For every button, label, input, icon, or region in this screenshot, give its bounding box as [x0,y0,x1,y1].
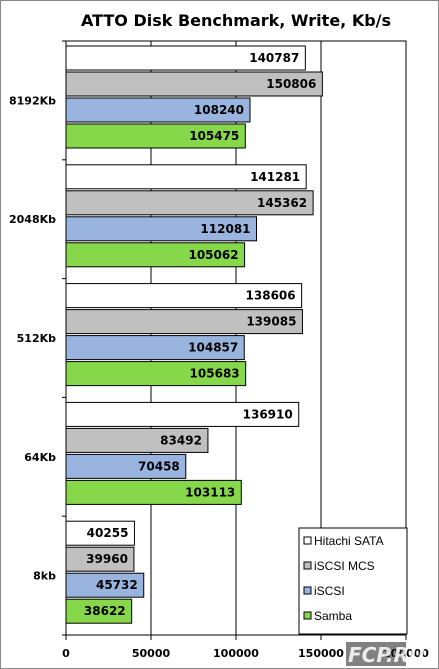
bar-value-label: 150806 [266,77,316,91]
bar [65,479,242,505]
bar-value-label: 39960 [86,552,128,566]
category-label: 512Kb [17,332,56,345]
bar [65,453,187,479]
bar-value-label: 108240 [194,103,244,117]
legend-swatch [303,561,312,570]
bar-value-label: 38622 [84,604,126,618]
watermark-text: FCP.RU [348,643,425,667]
legend-swatch [303,536,312,545]
bar [65,71,323,97]
bar [65,598,133,624]
category-label: 64Kb [24,451,56,464]
bar [65,216,258,242]
bar [65,242,246,268]
legend-swatch [303,586,312,595]
category-label: 8192Kb [9,94,56,107]
chart-title: ATTO Disk Benchmark, Write, Kb/s [81,11,391,30]
x-tick-label: 0 [62,647,70,660]
bar-value-label: 112081 [200,222,250,236]
bar [65,427,209,453]
bars [65,45,323,624]
bar [65,123,246,149]
legend-label: Samba [314,609,352,623]
bar-value-label: 40255 [87,526,129,540]
value-labels: 140787 150806 108240 105475 141281 145362 1120… [84,51,316,618]
legend-box [298,527,408,635]
bar-value-label: 141281 [250,170,300,184]
category-label: 2048Kb [9,213,56,226]
bar-value-label: 139085 [246,315,296,329]
bar [65,335,245,361]
bar [65,572,145,598]
bar [65,164,307,190]
legend: Hitachi SATA iSCSI MCS iSCSI Samba [298,527,408,635]
legend-swatch [303,611,312,620]
x-tick-label: 150000 [298,647,344,660]
x-tick-label: 100000 [213,647,259,660]
bar-value-label: 70458 [138,459,180,473]
bar-value-label: 105683 [190,367,240,381]
category-label: 8kb [33,570,56,583]
bar [65,546,135,572]
watermark-logo: FCP.RU [346,642,425,667]
legend-label: iSCSI MCS [314,559,375,573]
bar-value-label: 45732 [96,578,138,592]
bar-value-label: 104857 [188,341,238,355]
bar [65,45,306,71]
bar-value-label: 136910 [243,407,293,421]
bar [65,361,247,387]
bar-value-label: 83492 [160,433,202,447]
legend-label: Hitachi SATA [314,534,384,548]
bar [65,190,314,216]
bar [65,520,135,546]
bar-value-label: 105062 [188,248,238,262]
legend-label: iSCSI [314,584,345,598]
bar-value-label: 140787 [249,51,299,65]
x-tick-label: 50000 [132,647,171,660]
bar [65,97,251,123]
watermark-background [346,642,406,666]
bar [65,309,303,335]
category-labels: 8192Kb 2048Kb 512Kb 64Kb 8kb [9,94,56,582]
bar [65,401,300,427]
bar-value-label: 145362 [257,196,307,210]
bar-value-label: 103113 [185,485,235,499]
bar-value-label: 105475 [189,129,239,143]
bar-value-label: 138606 [246,289,296,303]
bar [65,283,303,309]
